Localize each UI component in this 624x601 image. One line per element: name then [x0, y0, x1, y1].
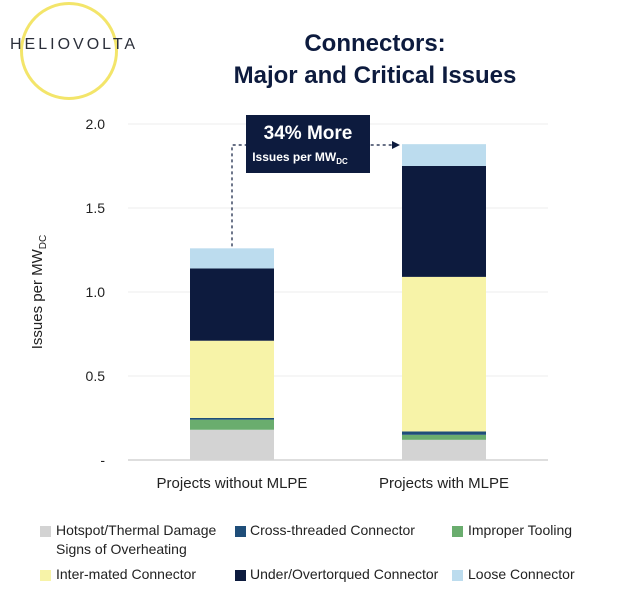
legend-swatch-improper-tooling	[452, 526, 463, 537]
y-tick-label-1: 0.5	[86, 368, 106, 384]
heliovolta-logo: HELIOVOLTA	[0, 0, 140, 110]
legend-label-hotspot-line1: Hotspot/Thermal Damage	[56, 522, 217, 538]
bar-segment-0-4	[190, 268, 274, 341]
bar-segment-1-0	[402, 439, 486, 460]
bar-segment-1-4	[402, 166, 486, 277]
legend-label-under-overtorqued: Under/Overtorqued Connector	[250, 566, 439, 582]
legend-label-cross-threaded: Cross-threaded Connector	[250, 522, 415, 538]
y-tick-label-3: 1.5	[86, 200, 106, 216]
legend-swatch-inter-mated	[40, 570, 51, 581]
y-tick-label-2: 1.0	[86, 284, 106, 300]
legend-label-loose: Loose Connector	[468, 566, 575, 582]
bar-segment-0-3	[190, 340, 274, 418]
bar-segment-0-1	[190, 419, 274, 430]
annotation-sub-text: Issues per MWDC	[252, 150, 348, 166]
y-axis-label: Issues per MWDC	[29, 235, 49, 349]
bar-segment-1-3	[402, 276, 486, 432]
logo-ring	[20, 2, 118, 100]
legend-label-inter-mated: Inter-mated Connector	[56, 566, 197, 582]
legend-swatch-hotspot	[40, 526, 51, 537]
legend-swatch-loose	[452, 570, 463, 581]
bar-segment-0-5	[190, 248, 274, 269]
y-tick-label-0: -	[100, 452, 105, 468]
annotation-arrowhead	[392, 141, 400, 149]
legend-swatch-cross-threaded	[235, 526, 246, 537]
annotation-main-text: 34% More	[264, 123, 353, 144]
bar-segment-0-0	[190, 429, 274, 460]
y-tick-label-4: 2.0	[86, 116, 106, 132]
legend-swatch-under-overtorqued	[235, 570, 246, 581]
bar-segment-1-1	[402, 434, 486, 440]
bar-segment-0-2	[190, 418, 274, 420]
x-category-label-1: Projects with MLPE	[379, 475, 509, 492]
legend-label-hotspot-line2: Signs of Overheating	[56, 541, 187, 557]
bar-segment-1-2	[402, 431, 486, 435]
legend-label-hotspot: Hotspot/Thermal Damage Signs of Overheat…	[56, 521, 216, 559]
annotation-box	[246, 115, 370, 173]
bar-segment-1-5	[402, 144, 486, 166]
x-category-label-0: Projects without MLPE	[157, 475, 308, 492]
chart-title-line1: Connectors:	[304, 30, 446, 57]
legend-label-improper-tooling: Improper Tooling	[468, 522, 573, 538]
chart-title-line2: Major and Critical Issues	[233, 62, 517, 89]
logo-text: HELIOVOLTA	[10, 36, 139, 53]
